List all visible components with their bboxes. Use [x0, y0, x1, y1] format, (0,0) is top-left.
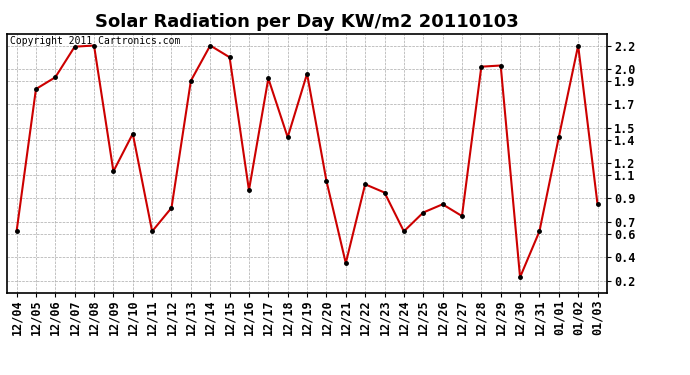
Text: Copyright 2011 Cartronics.com: Copyright 2011 Cartronics.com — [10, 36, 180, 46]
Title: Solar Radiation per Day KW/m2 20110103: Solar Radiation per Day KW/m2 20110103 — [95, 13, 519, 31]
